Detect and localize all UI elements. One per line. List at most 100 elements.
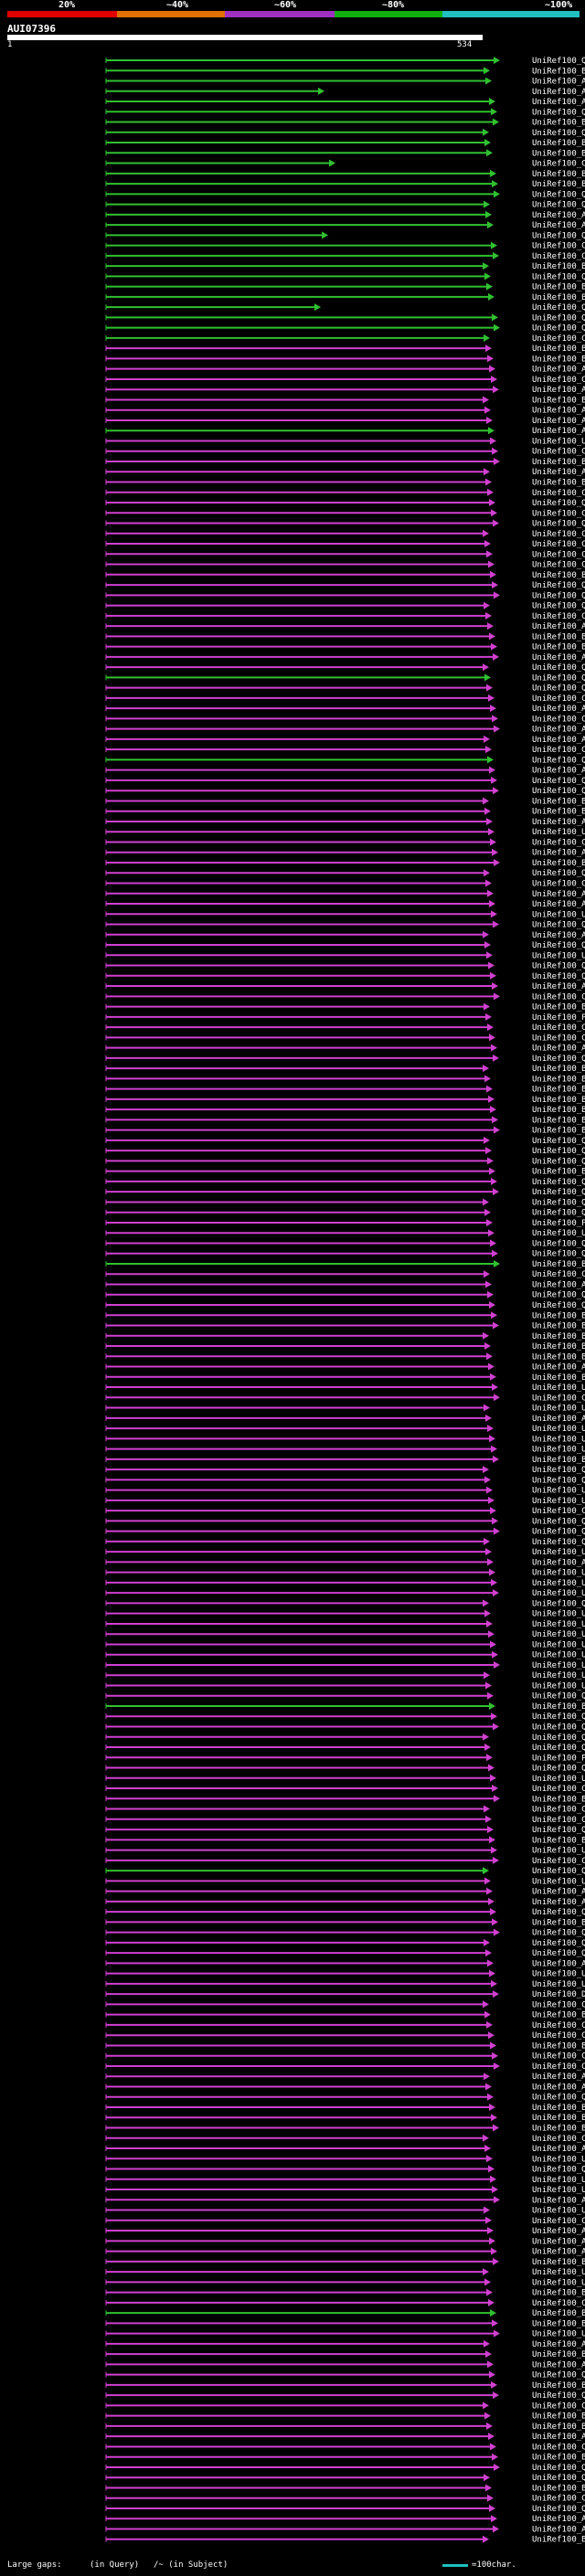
hit-id-label[interactable]: UniRef100_C7Z958 <box>532 509 585 518</box>
hit-row[interactable]: UniRef100_UP1000... <box>105 2329 585 2339</box>
hit-row[interactable]: UniRef100_B9K8V5 <box>105 1795 585 1804</box>
hit-row[interactable]: UniRef100_A5LG70 <box>105 725 585 735</box>
hit-row[interactable]: UniRef100_B8LKZ9 <box>105 632 585 641</box>
hit-row[interactable]: UniRef100_B7FBV0 <box>105 1918 585 1927</box>
hit-id-label[interactable]: UniRef100_C4JM18 <box>532 561 585 570</box>
hit-id-label[interactable]: UniRef100_B6HFN8 <box>532 643 585 652</box>
hit-row[interactable]: UniRef100_A7BHI0 <box>105 2227 585 2236</box>
hit-row[interactable]: UniRef100_A9RJR8 <box>105 77 585 87</box>
hit-row[interactable]: UniRef100_C3YPI3 <box>105 1507 585 1516</box>
hit-row[interactable]: UniRef100_A7TK0I <box>105 652 585 663</box>
hit-row[interactable]: UniRef100_Q29MQ2 <box>105 1476 585 1485</box>
hit-row[interactable]: UniRef100_C4QY12 <box>105 1394 585 1403</box>
hit-id-label[interactable]: UniRef100_Q9QMB8 <box>532 1765 585 1774</box>
hit-id-label[interactable]: UniRef100_A6JR71 <box>532 2248 585 2257</box>
hit-row[interactable]: UniRef100_P07284 <box>105 1012 585 1023</box>
hit-row[interactable]: UniRef100_B6W238 <box>105 118 585 128</box>
hit-id-label[interactable]: UniRef100_C9N4Q0 <box>532 2135 585 2144</box>
hit-row[interactable]: UniRef100_Q75DW1 <box>105 961 585 971</box>
hit-id-label[interactable]: UniRef100_B4D0P8 <box>532 2350 585 2359</box>
hit-row[interactable]: UniRef100_Q4PG98 <box>105 1239 585 1248</box>
hit-row[interactable]: UniRef100_UP1000... <box>105 1640 585 1649</box>
hit-id-label[interactable]: UniRef100_Q6KQ32 <box>532 303 585 313</box>
hit-row[interactable]: UniRef100_C5MTV0 <box>105 159 585 169</box>
hit-row[interactable]: UniRef100_UP1000... <box>105 1774 585 1784</box>
hit-id-label[interactable]: UniRef100_A4HUS2 <box>532 1558 585 1567</box>
hit-row[interactable]: UniRef100_Q9S199 <box>105 1908 585 1917</box>
hit-id-label[interactable]: UniRef100_A4AWS9 <box>532 2433 585 2442</box>
hit-id-label[interactable]: UniRef100_Q4T153 <box>532 1867 585 1876</box>
hit-id-label[interactable]: UniRef100_B4I2U9 <box>532 1311 585 1320</box>
hit-id-label[interactable]: UniRef100_C5FID2 <box>532 242 585 251</box>
hit-row[interactable]: UniRef100_B4W0R5 <box>105 1095 585 1105</box>
hit-row[interactable]: UniRef100_Q9WUZ0 <box>105 869 585 878</box>
hit-row[interactable]: UniRef100_Q2GW59 <box>105 1928 585 1938</box>
hit-id-label[interactable]: UniRef100_UP1000... <box>532 1446 585 1455</box>
hit-id-label[interactable]: UniRef100_UP1000... <box>532 1383 585 1393</box>
hit-id-label[interactable]: UniRef100_A1C9P1 <box>532 767 585 776</box>
hit-row[interactable]: UniRef100_Q745I8 <box>105 2504 585 2514</box>
hit-id-label[interactable]: UniRef100_C6SDZ5 <box>532 2401 585 2411</box>
hit-row[interactable]: UniRef100_UP1000... <box>105 437 585 446</box>
hit-id-label[interactable]: UniRef100_B8NSD8 <box>532 262 585 271</box>
hit-row[interactable]: UniRef100_Q0UFN4 <box>105 519 585 529</box>
hit-row[interactable]: UniRef100_C5LJJ2 <box>105 529 585 539</box>
hit-row[interactable]: UniRef100_B9KL19 <box>105 2288 585 2298</box>
hit-row[interactable]: UniRef100_B1S6B3 <box>105 2380 585 2390</box>
hit-id-label[interactable]: UniRef100_Q4SSV8 <box>532 1517 585 1526</box>
hit-row[interactable]: UniRef100_B3RWV6 <box>105 1342 585 1352</box>
hit-row[interactable]: UniRef100_B9R6Q3 <box>105 282 585 292</box>
hit-row[interactable]: UniRef100_B6GV53 <box>105 2319 585 2328</box>
hit-row[interactable]: UniRef100_A0GEH0 <box>105 705 585 714</box>
hit-id-label[interactable]: UniRef100_UP1000... <box>532 1980 585 1989</box>
hit-id-label[interactable]: UniRef100_A9SZ16 <box>532 98 585 107</box>
hit-row[interactable]: UniRef100_Q3U8N1 <box>105 1188 585 1197</box>
hit-id-label[interactable]: UniRef100_B9KL19 <box>532 2289 585 2298</box>
hit-id-label[interactable]: UniRef100_B1S6B3 <box>532 2381 585 2390</box>
hit-id-label[interactable]: UniRef100_B3RWV6 <box>532 1342 585 1352</box>
hit-id-label[interactable]: UniRef100_Q75DW1 <box>532 962 585 971</box>
hit-id-label[interactable]: UniRef100_A7BHI0 <box>532 2227 585 2236</box>
hit-id-label[interactable]: UniRef100_Q0COW2 <box>532 2094 585 2103</box>
hit-id-label[interactable]: UniRef100_B1VR09 <box>532 2124 585 2133</box>
hit-row[interactable]: UniRef100_A1C9P1 <box>105 766 585 776</box>
hit-id-label[interactable]: UniRef100_D0W7P1 <box>532 1990 585 1999</box>
hit-id-label[interactable]: UniRef100_Q8I1D8 <box>532 313 585 323</box>
hit-id-label[interactable]: UniRef100_C4Y432 <box>532 550 585 559</box>
hit-id-label[interactable]: UniRef100_C9SLA5 <box>532 715 585 724</box>
hit-id-label[interactable]: UniRef100_Q8T1L8 <box>532 201 585 210</box>
hit-id-label[interactable]: UniRef100_B7FBV0 <box>532 1918 585 1927</box>
hit-id-label[interactable]: UniRef100_Q6DRC9 <box>532 921 585 930</box>
hit-row[interactable]: UniRef100_A9SZ16 <box>105 98 585 107</box>
hit-row[interactable]: UniRef100_C5DEB0 <box>105 1034 585 1043</box>
hit-row[interactable]: UniRef100_C6LZ98 <box>105 694 585 704</box>
hit-id-label[interactable]: UniRef100_C5LT00 <box>532 540 585 549</box>
hit-id-label[interactable]: UniRef100_UP1000... <box>532 1487 585 1496</box>
hit-id-label[interactable]: UniRef100_UP1000... <box>532 1651 585 1660</box>
hit-row[interactable]: UniRef100_UP1000... <box>105 1568 585 1578</box>
hit-id-label[interactable]: UniRef100_B4W0R5 <box>532 1096 585 1105</box>
hit-row[interactable]: UniRef100_Q8VHC3 <box>105 787 585 796</box>
hit-id-label[interactable]: UniRef100_Q29MQ2 <box>532 1476 585 1485</box>
hit-row[interactable]: UniRef100_A7RN37 <box>105 1414 585 1424</box>
hit-id-label[interactable]: UniRef100_Q6NVT3 <box>532 1466 585 1475</box>
hit-id-label[interactable]: UniRef100_A7TK0I <box>532 653 585 663</box>
hit-id-label[interactable]: UniRef100_UP1000... <box>532 1405 585 1414</box>
hit-id-label[interactable]: UniRef100_UP1000... <box>532 828 585 837</box>
hit-row[interactable]: UniRef100_B9CEL2 <box>105 2041 585 2051</box>
hit-row[interactable]: UniRef100_UP1000... <box>105 1425 585 1434</box>
hit-row[interactable]: UniRef100_B9ECV7 <box>105 149 585 158</box>
hit-id-label[interactable]: UniRef100_Q5JRQ2 <box>532 129 585 138</box>
hit-row[interactable]: UniRef100_C1H3C5 <box>105 1856 585 1866</box>
hit-id-label[interactable]: UniRef100_UP1000... <box>532 1775 585 1784</box>
hit-row[interactable]: UniRef100_C4QI31 <box>105 1023 585 1033</box>
hit-row[interactable]: UniRef100_C4JM18 <box>105 560 585 570</box>
hit-row[interactable]: UniRef100_Q4TDL9 <box>105 684 585 694</box>
hit-id-label[interactable]: UniRef100_A3LUE7 <box>532 931 585 940</box>
hit-row[interactable]: UniRef100_Q2Z234 <box>105 57 585 66</box>
hit-row[interactable]: UniRef100_B5EFV2 <box>105 1836 585 1845</box>
hit-id-label[interactable]: UniRef100_Q62BC1 <box>532 1939 585 1948</box>
hit-id-label[interactable]: UniRef100_Q5CVB3 <box>532 1055 585 1064</box>
hit-id-label[interactable]: UniRef100_UP1000... <box>532 1497 585 1506</box>
hit-id-label[interactable]: UniRef100_UP1000... <box>532 1435 585 1444</box>
